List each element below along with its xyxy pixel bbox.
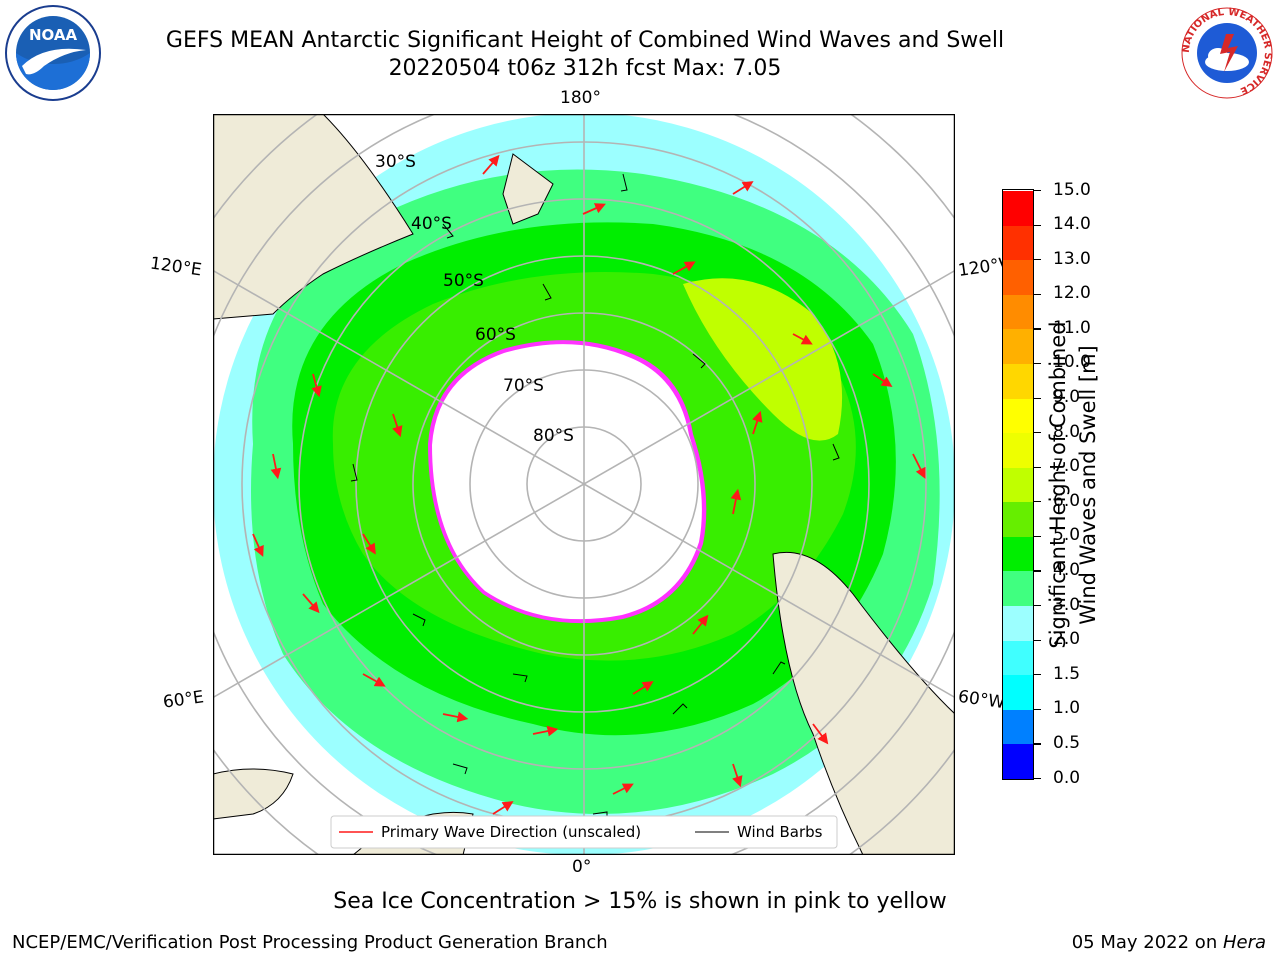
legend-wave-label: Primary Wave Direction (unscaled) [381, 823, 641, 841]
sea-ice-note: Sea Ice Concentration > 15% is shown in … [333, 889, 947, 914]
colorbar-tick-mark [1034, 224, 1041, 226]
colorbar-segment [1003, 294, 1033, 330]
colorbar-tick-mark [1034, 432, 1041, 434]
colorbar-segment [1003, 502, 1033, 537]
colorbar-tick-label: 10.0 [1053, 352, 1091, 373]
colorbar-tick-mark [1034, 466, 1041, 468]
colorbar-tick-label: 1.5 [1053, 663, 1081, 684]
legend-barb-label: Wind Barbs [737, 823, 823, 841]
colorbar-tick-mark [1034, 362, 1041, 365]
colorbar-tick-mark [1034, 708, 1041, 710]
footer-branch: NCEP/EMC/Verification Post Processing Pr… [12, 932, 608, 953]
colorbar-tick-label: 11.0 [1053, 317, 1091, 338]
lon-label-120e: 120°E [148, 253, 203, 281]
footer-date: 05 May 2022 on Hera [1071, 932, 1266, 953]
colorbar-tick-mark [1034, 778, 1041, 780]
svg-text:50°S: 50°S [443, 271, 484, 291]
svg-text:30°S: 30°S [375, 152, 416, 172]
colorbar-tick-label: 8.0 [1053, 421, 1081, 442]
colorbar-segment [1003, 536, 1033, 572]
svg-text:70°S: 70°S [503, 376, 544, 396]
colorbar-segment [1003, 709, 1033, 745]
colorbar-segment [1003, 467, 1033, 503]
colorbar-tick-label: 13.0 [1053, 248, 1091, 269]
antarctica [432, 344, 702, 620]
colorbar-tick-label: 15.0 [1053, 179, 1091, 200]
map-legend: Primary Wave Direction (unscaled) Wind B… [330, 815, 838, 849]
svg-text:NOAA: NOAA [29, 26, 78, 44]
nws-logo: NATIONAL WEATHER SERVICE [1181, 7, 1273, 99]
map-plot: Primary Wave Direction (unscaled) Wind B… [213, 114, 955, 855]
colorbar-tick-label: 0.5 [1053, 732, 1081, 753]
colorbar-tick-label: 3.0 [1053, 594, 1081, 615]
colorbar-segment [1003, 191, 1033, 226]
wave-direction-arrows [252, 154, 926, 815]
lon-label-60e: 60°E [161, 687, 206, 713]
colorbar-tick-label: 5.0 [1053, 525, 1081, 546]
colorbar-tick-label: 14.0 [1053, 214, 1091, 235]
colorbar-tick-mark [1034, 605, 1041, 607]
colorbar-tick-mark [1034, 501, 1041, 503]
colorbar-segment [1003, 433, 1033, 468]
colorbar-tick-label: 6.0 [1053, 490, 1081, 511]
colorbar-tick-mark [1034, 674, 1041, 676]
colorbar-segment [1003, 260, 1033, 295]
colorbar-segment [1003, 640, 1033, 676]
wave-max-region [683, 278, 843, 441]
colorbar-tick-mark [1034, 328, 1041, 330]
chart-title-line1: GEFS MEAN Antarctic Significant Height o… [165, 28, 1005, 53]
colorbar-segment [1003, 606, 1033, 641]
colorbar-tick-mark [1034, 259, 1041, 261]
new-zealand [502, 153, 554, 225]
colorbar-label-line1: Significant Height of Combined [1046, 321, 1070, 649]
colorbar-label-line2: Wind Waves and Swell [m] [1076, 345, 1100, 625]
colorbar-tick-label: 12.0 [1053, 283, 1091, 304]
australia [213, 114, 414, 320]
svg-text:60°S: 60°S [475, 325, 516, 345]
colorbar-segment [1003, 329, 1033, 364]
colorbar-tick-mark [1034, 535, 1041, 538]
colorbar-tick-label: 1.0 [1053, 698, 1081, 719]
colorbar-tick-label: 0.0 [1053, 767, 1081, 788]
lon-label-180: 180° [560, 88, 601, 108]
colorbar-tick-label: 7.0 [1053, 456, 1081, 477]
lon-label-60w: 60°W [956, 686, 1007, 714]
colorbar-tick-label: 9.0 [1053, 387, 1081, 408]
colorbar-tick-label: 2.0 [1053, 629, 1081, 650]
colorbar-tick-label: 4.0 [1053, 559, 1081, 580]
colorbar-segment [1003, 675, 1033, 710]
madagascar [213, 768, 294, 820]
footer-machine: Hera [1222, 932, 1266, 953]
colorbar-tick-mark [1034, 190, 1041, 192]
colorbar-tick-mark [1034, 639, 1041, 641]
colorbar-tick-mark [1034, 293, 1041, 295]
colorbar-tick-mark [1034, 397, 1041, 399]
svg-text:80°S: 80°S [533, 426, 574, 446]
wind-barbs [350, 173, 840, 818]
chart-title-line2: 20220504 t06z 312h fcst Max: 7.05 [388, 56, 782, 81]
svg-text:40°S: 40°S [411, 214, 452, 234]
map-frame [213, 114, 955, 855]
colorbar-segment [1003, 398, 1033, 434]
latitude-labels: 30°S 40°S 50°S 60°S 70°S 80°S [375, 152, 574, 446]
colorbar-tick-mark [1034, 743, 1041, 745]
colorbar-segment [1003, 225, 1033, 261]
noaa-logo: NOAA [5, 5, 101, 101]
colorbar [1002, 189, 1034, 780]
colorbar-tick-mark [1034, 570, 1041, 572]
colorbar-segment [1003, 363, 1033, 399]
colorbar-segment [1003, 571, 1033, 607]
lon-label-0: 0° [572, 857, 592, 877]
colorbar-segment [1003, 744, 1033, 779]
